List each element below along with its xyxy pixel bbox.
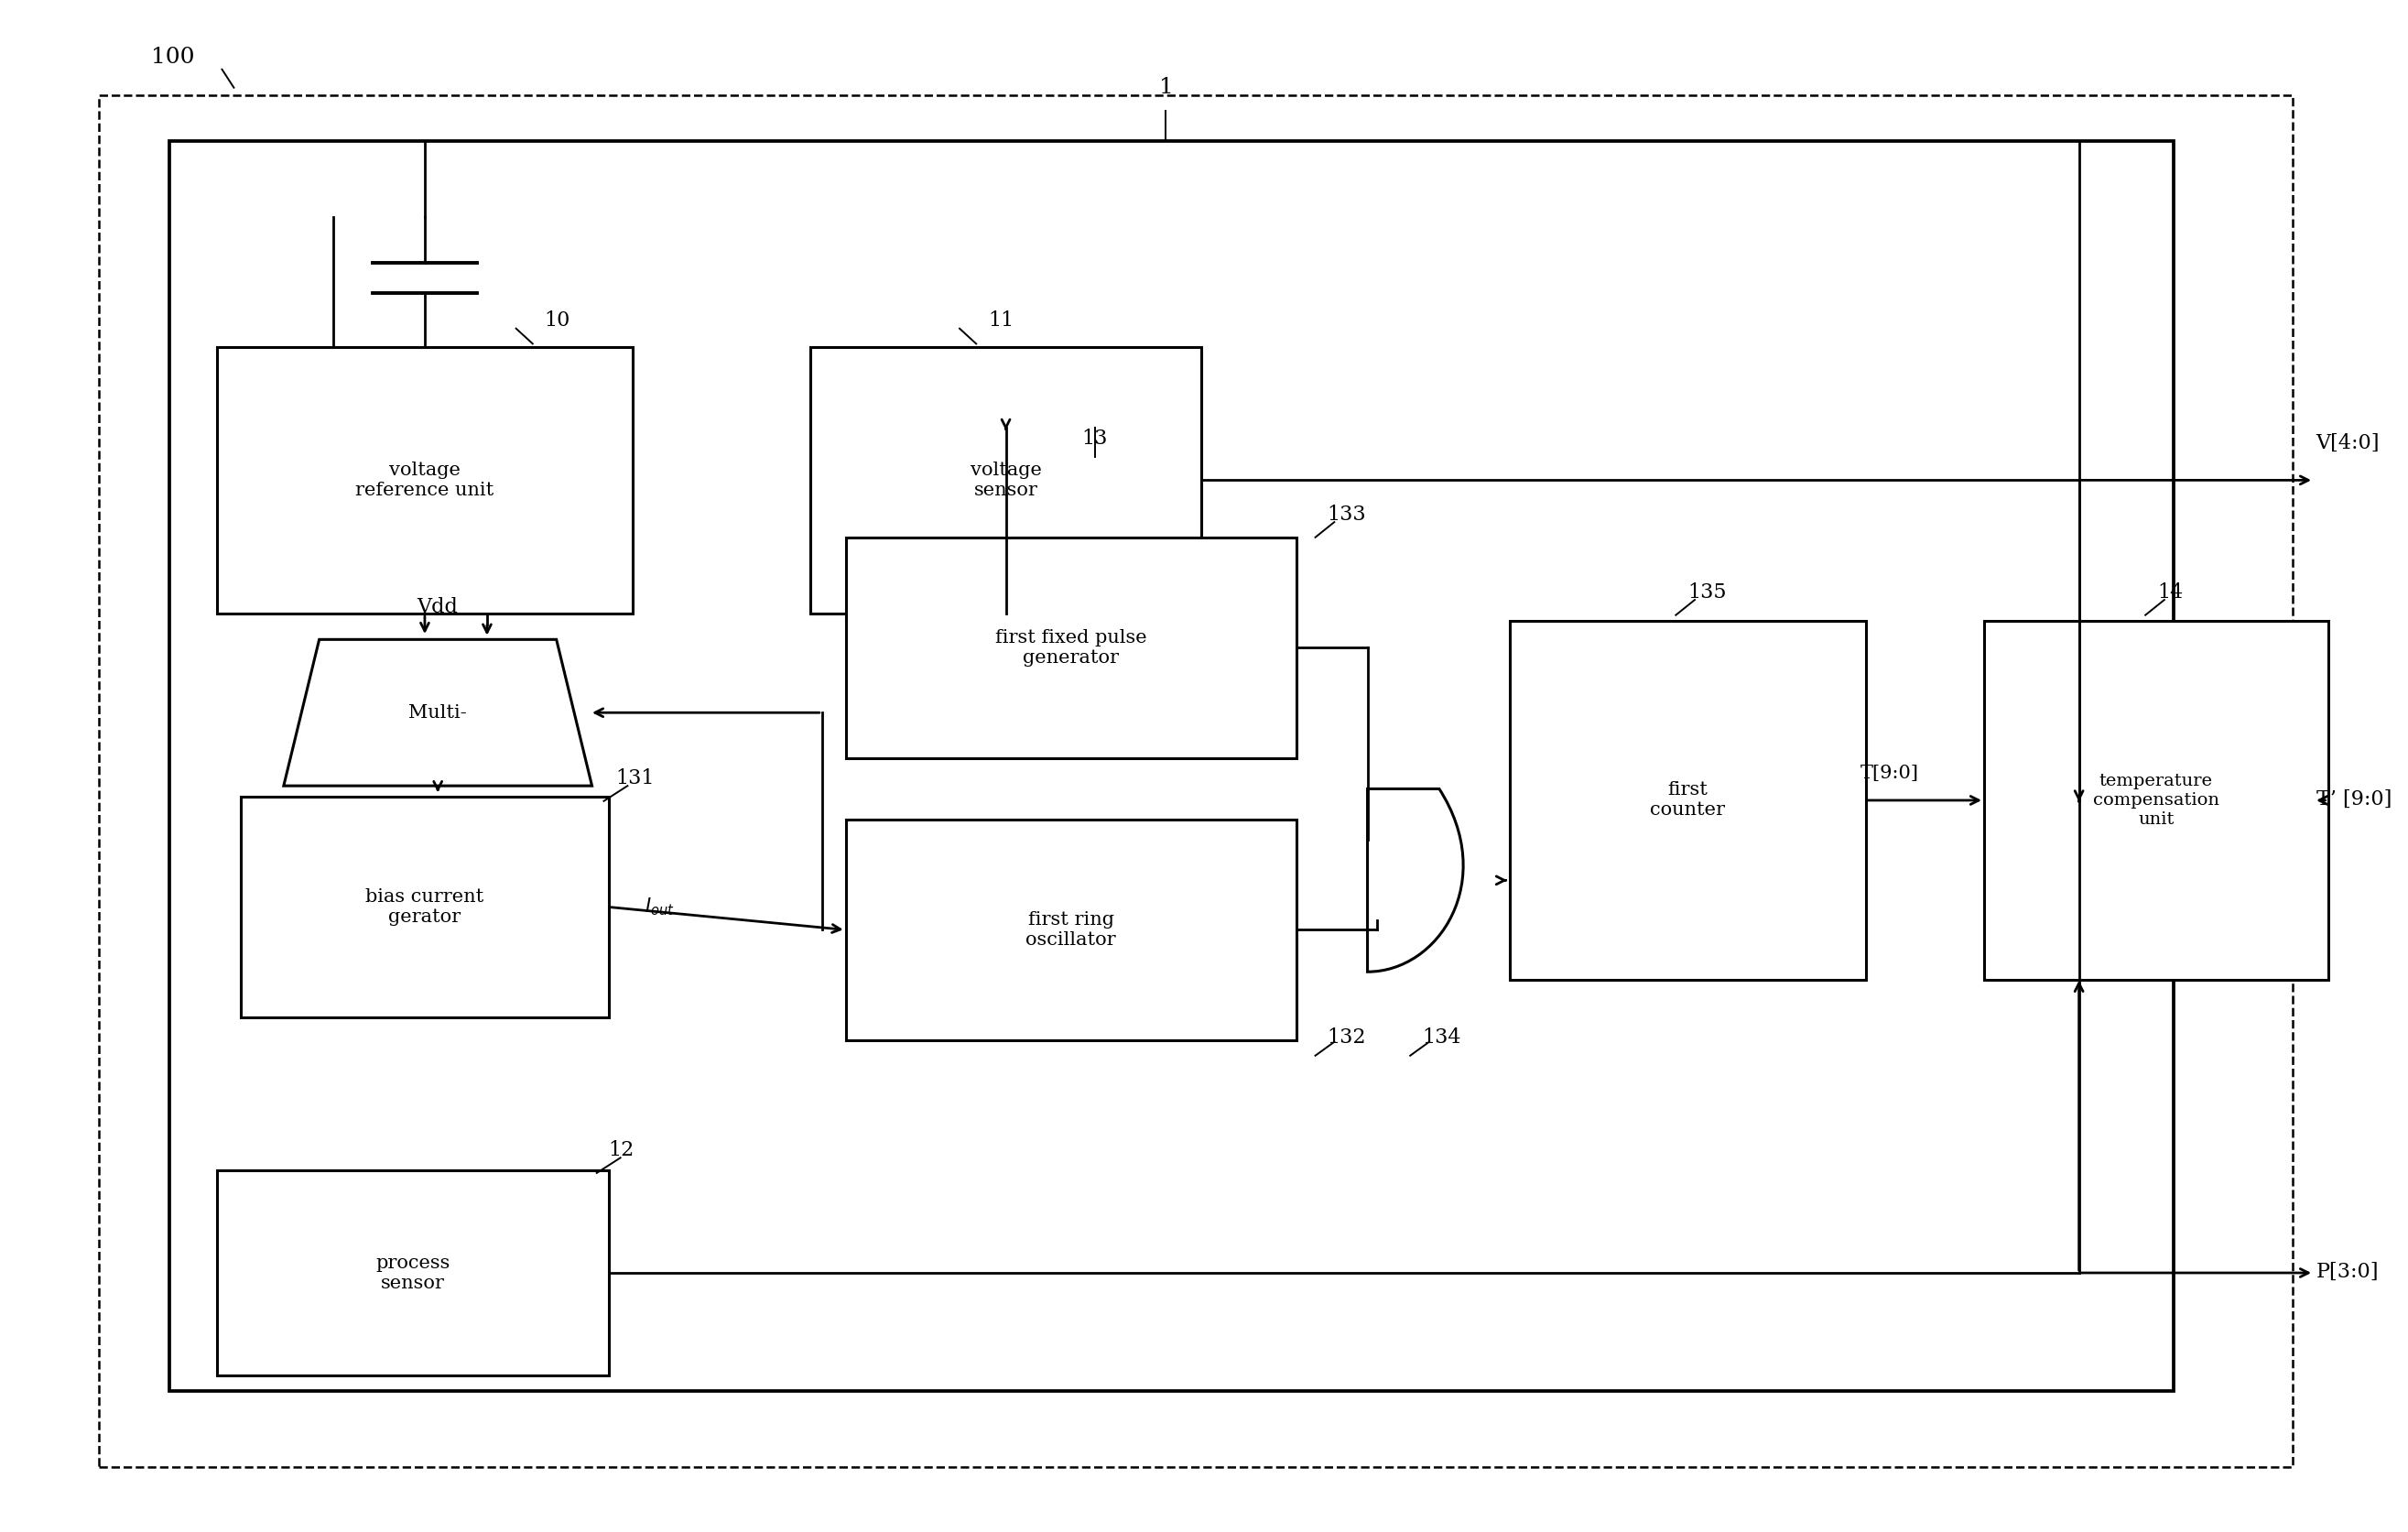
Text: 11: 11 (987, 311, 1014, 331)
Bar (1510, 620, 1866, 979)
Bar (217, 1170, 609, 1376)
Text: voltage
sensor: voltage sensor (970, 461, 1043, 499)
Text: T’ [9:0]: T’ [9:0] (2316, 789, 2391, 809)
Text: 133: 133 (1327, 504, 1365, 524)
Text: first
counter: first counter (1649, 781, 1724, 820)
Text: 132: 132 (1327, 1028, 1365, 1048)
Polygon shape (284, 639, 592, 786)
Text: voltage
reference unit: voltage reference unit (356, 461, 494, 499)
Text: T[9:0]: T[9:0] (1859, 764, 1919, 783)
Text: 10: 10 (544, 311, 571, 331)
Text: 12: 12 (609, 1140, 633, 1160)
Bar (845, 538, 1296, 758)
Bar (205, 430, 2032, 1124)
Text: Vdd: Vdd (417, 597, 458, 617)
Bar (809, 346, 1202, 613)
Text: 135: 135 (1688, 582, 1727, 602)
Text: 131: 131 (616, 768, 655, 789)
Text: V[4:0]: V[4:0] (2316, 432, 2379, 453)
Bar (845, 820, 1296, 1040)
Text: 134: 134 (1423, 1028, 1462, 1048)
Text: $I_{out}$: $I_{out}$ (645, 896, 674, 918)
Text: first fixed pulse
generator: first fixed pulse generator (995, 630, 1146, 666)
Text: P[3:0]: P[3:0] (2316, 1262, 2379, 1282)
Text: process
sensor: process sensor (376, 1255, 450, 1291)
Text: 1: 1 (1158, 77, 1173, 98)
PathPatch shape (1368, 789, 1464, 971)
Text: 14: 14 (2158, 582, 2184, 602)
Text: first ring
oscillator: first ring oscillator (1026, 912, 1117, 948)
Text: bias current
gerator: bias current gerator (366, 889, 484, 925)
Text: temperature
compensation
unit: temperature compensation unit (2093, 774, 2220, 827)
Bar (241, 797, 609, 1017)
Text: 13: 13 (1081, 427, 1108, 449)
Text: Multi-: Multi- (409, 703, 467, 722)
Bar (1984, 620, 2329, 979)
Text: 100: 100 (152, 46, 195, 67)
Bar (171, 141, 2174, 1391)
Bar (217, 346, 633, 613)
